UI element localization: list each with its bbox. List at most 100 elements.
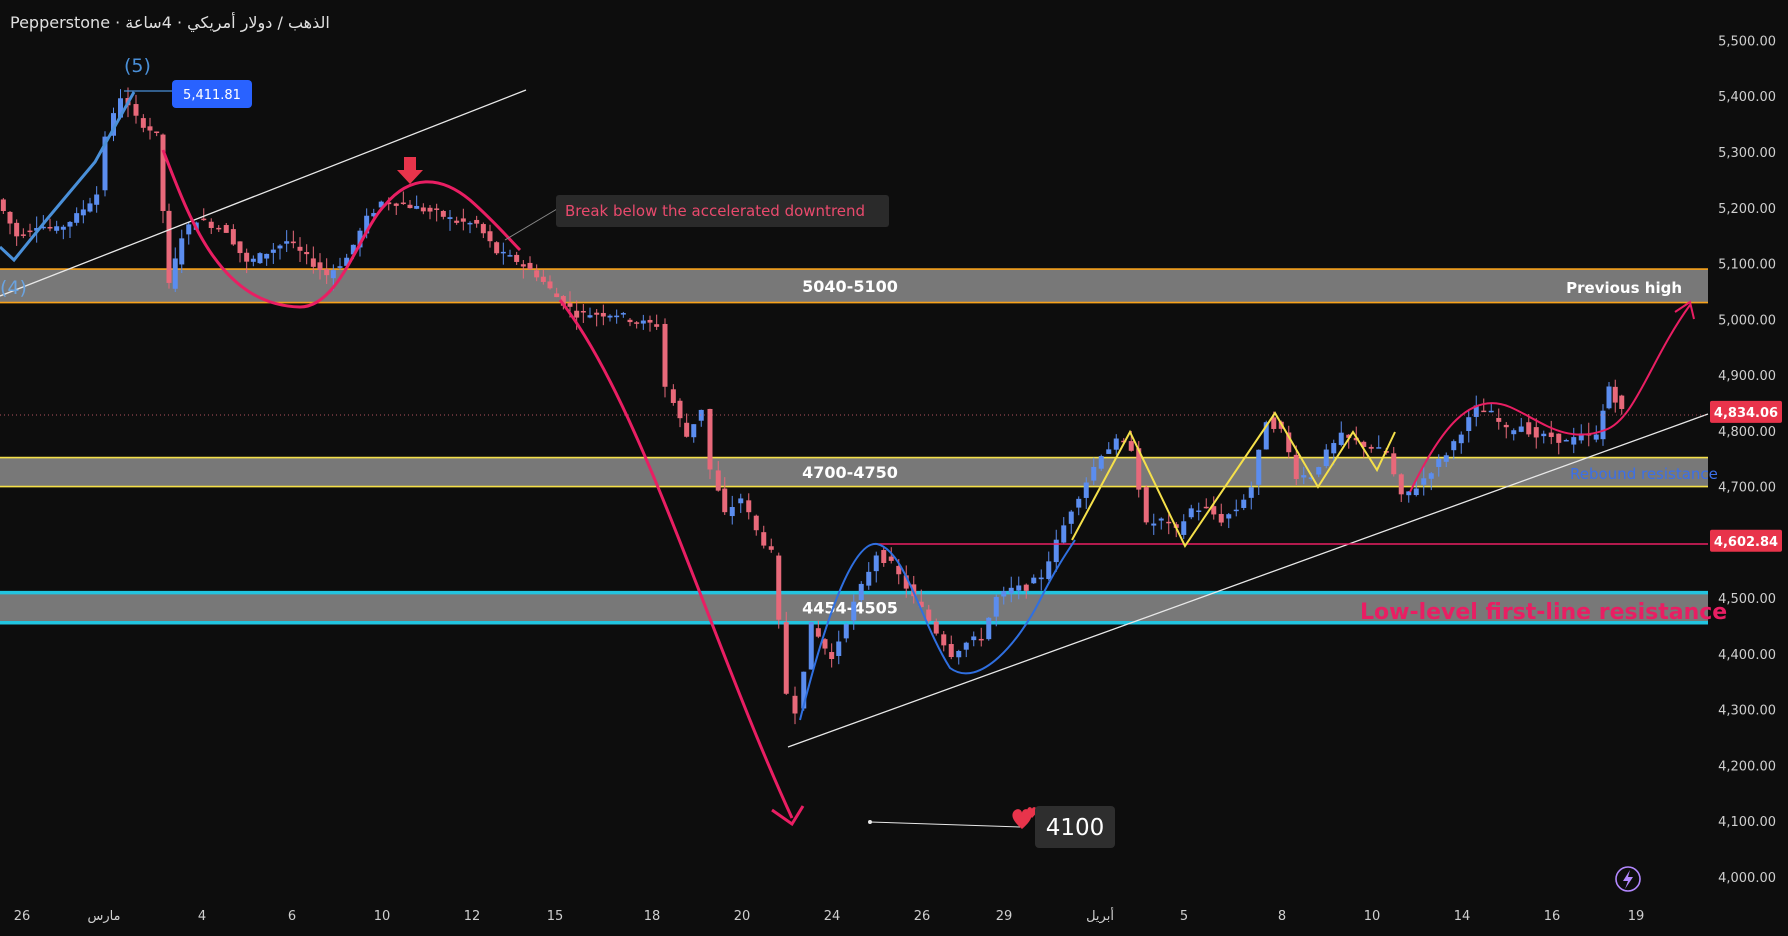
candle-body (580, 311, 586, 313)
candle-body (337, 266, 343, 268)
target-line (869, 821, 1021, 828)
candle-body (594, 312, 600, 315)
x-tick-label: 24 (824, 909, 841, 924)
y-tick-label: 4,400.00 (1718, 648, 1776, 663)
candle-body (866, 571, 872, 586)
candle-body (1248, 487, 1254, 498)
lightning-icon[interactable] (1623, 870, 1633, 889)
candle-body (1571, 437, 1577, 445)
candle-body (1443, 455, 1449, 462)
candle-body (270, 249, 276, 253)
x-tick-label: 29 (996, 909, 1013, 924)
candle-body (822, 639, 828, 649)
candle-body (1308, 477, 1314, 479)
candle-body (851, 601, 857, 621)
candle-body (1023, 584, 1029, 591)
rising-trendline (787, 413, 1709, 748)
candle-body (1061, 525, 1067, 543)
candle-body (1488, 410, 1494, 413)
candle-body (640, 320, 646, 324)
zone-lower-label: 4454-4505 (802, 599, 898, 618)
candle-body (480, 224, 486, 234)
candle-body (738, 498, 744, 504)
peak-badge (172, 80, 252, 108)
y-tick-label: 4,000.00 (1718, 871, 1776, 886)
candle-body (783, 622, 789, 694)
candle-body (87, 203, 93, 212)
candle-body (1511, 430, 1517, 435)
candle-body (500, 251, 506, 254)
candle-body (761, 532, 767, 546)
candle-body (1563, 440, 1569, 442)
candle-body (1113, 438, 1119, 450)
candle-body (460, 218, 466, 222)
candle-body (520, 264, 526, 267)
candle-body (829, 652, 835, 659)
upper-trendline (0, 89, 527, 297)
candle-body (434, 208, 440, 210)
overlay: Break below the accelerated downtrend (5… (0, 55, 1727, 892)
candle-body (768, 546, 774, 550)
candle-body (963, 642, 969, 650)
candle-body (277, 245, 283, 249)
candle-body (297, 246, 303, 251)
x-axis: 26 مارس 4 6 10 12 15 18 20 24 26 29 أبريل 5 8 10 14 16 19 (14, 907, 1645, 924)
candle-body (1606, 386, 1612, 409)
candle-body (67, 221, 73, 227)
candle-body (94, 194, 100, 205)
candle-body (1346, 434, 1352, 438)
candle-body (1473, 405, 1479, 417)
candle-body (858, 583, 864, 601)
chart-title: Pepperstone · الذهب / دولار أمريكي · 4سا… (10, 12, 330, 33)
candle-body (600, 312, 606, 317)
candle-body (237, 241, 243, 254)
down-marker-icon (397, 157, 423, 184)
candle-body (1293, 454, 1299, 479)
candle-body (371, 213, 377, 217)
candle-body (729, 507, 735, 517)
candle-body (514, 254, 520, 262)
candle-body (1533, 427, 1539, 438)
y-tick-label: 4,100.00 (1718, 815, 1776, 830)
candle-body (230, 229, 236, 245)
x-tick-label: 26 (14, 909, 31, 924)
candle-body (1541, 433, 1547, 437)
candle-body (27, 230, 33, 233)
target-box (1035, 806, 1115, 848)
x-tick-label: 14 (1454, 909, 1471, 924)
break-label-pointer (504, 208, 558, 241)
candle-body (1076, 498, 1082, 508)
candle-body (722, 488, 728, 513)
candle-body (172, 258, 178, 289)
x-tick-label: 20 (734, 909, 751, 924)
candle-body (1196, 510, 1202, 513)
candle-body (627, 319, 633, 323)
candle-body (567, 303, 573, 307)
y-tick-label: 4,800.00 (1718, 425, 1776, 440)
candle-body (487, 231, 493, 242)
candle-body (1008, 587, 1014, 594)
y-tick-label: 5,400.00 (1718, 90, 1776, 105)
candle-body (186, 224, 192, 235)
candle-body (1406, 491, 1412, 496)
zones: 5040-5100 4700-4750 4454-4505 (0, 268, 1708, 625)
candle-body (1241, 499, 1247, 508)
y-axis: 5,500.00 5,400.00 5,300.00 5,200.00 5,100.00… (1718, 34, 1776, 886)
candle-body (607, 315, 613, 318)
x-tick-label: 8 (1278, 909, 1286, 924)
candle-body (776, 555, 782, 620)
magenta-wave-top (161, 149, 522, 309)
candle-body (1518, 426, 1524, 432)
candle-body (1458, 434, 1464, 444)
price-badge (1710, 400, 1782, 423)
candle-body (257, 253, 263, 264)
magenta-drop-arrow (558, 299, 794, 819)
candle-body (971, 636, 977, 641)
candle-body (364, 215, 370, 234)
candle-body (264, 253, 270, 259)
candle-body (133, 104, 139, 116)
lightning-icon-ring[interactable] (1615, 866, 1641, 892)
candle-body (1413, 488, 1419, 496)
